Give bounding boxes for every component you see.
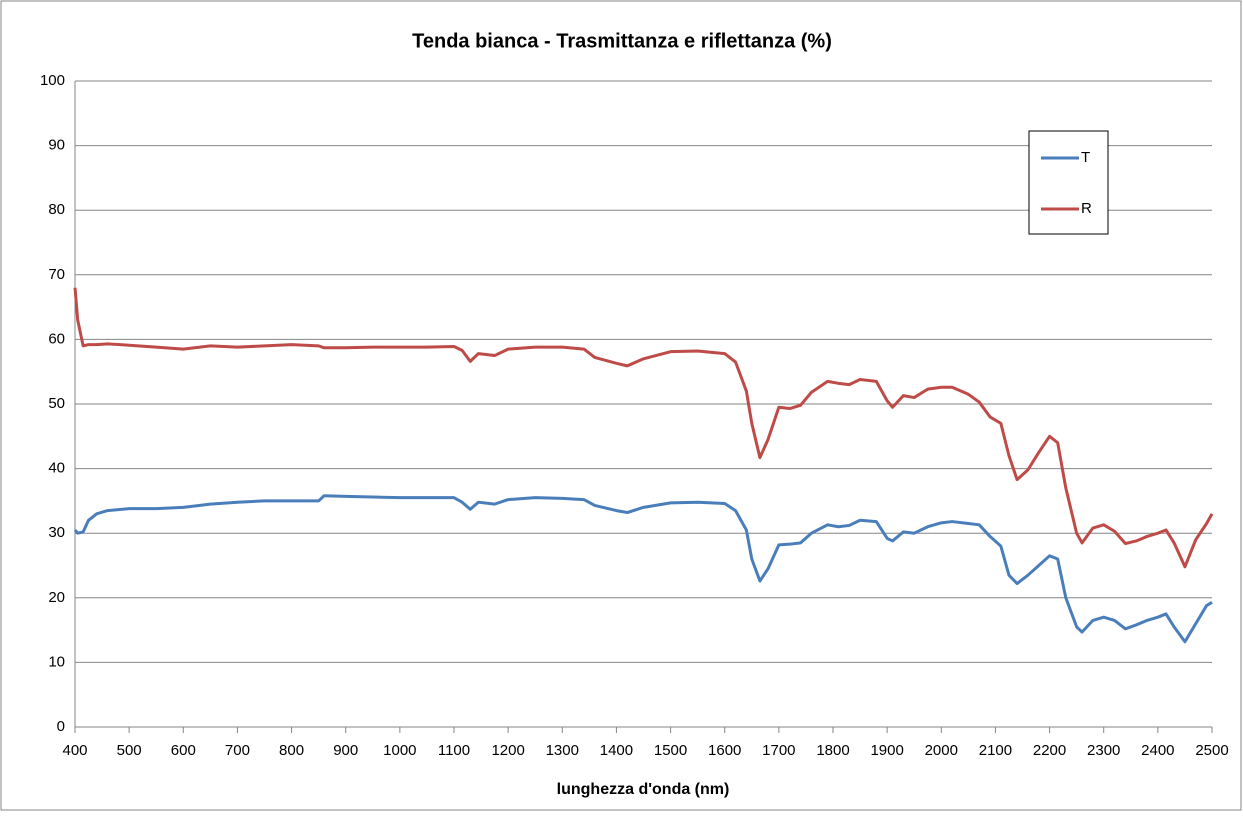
line-series (73, 494, 1213, 644)
x-tick-label: 1500 (654, 742, 687, 759)
x-tick-label: 1000 (383, 742, 416, 759)
y-tick-label: 80 (48, 201, 65, 218)
y-tick-label: 0 (57, 718, 65, 735)
legend-label: R (1081, 200, 1092, 217)
x-tick-label: 2100 (979, 742, 1012, 759)
y-tick-label: 60 (48, 330, 65, 347)
x-tick-label: 700 (225, 742, 250, 759)
x-tick-label: 2300 (1087, 742, 1120, 759)
x-tick-label: 1700 (762, 742, 795, 759)
x-tick-label: 400 (62, 742, 87, 759)
x-tick-label: 1200 (491, 742, 524, 759)
x-tick-label: 600 (171, 742, 196, 759)
x-tick-label: 500 (117, 742, 142, 759)
x-tick-label: 1900 (870, 742, 903, 759)
legend-box (1028, 130, 1109, 235)
legend-label: T (1081, 149, 1090, 166)
y-tick-label: 10 (48, 653, 65, 670)
x-tick-label: 1600 (708, 742, 741, 759)
chart-title: Tenda bianca - Trasmittanza e riflettanz… (412, 30, 832, 52)
x-tick-label: 800 (279, 742, 304, 759)
y-tick-label: 30 (48, 524, 65, 541)
x-tick-label: 1800 (816, 742, 849, 759)
x-tick-label: 2500 (1195, 742, 1228, 759)
x-tick-label: 1100 (438, 742, 470, 759)
x-tick-label: 2000 (925, 742, 958, 759)
y-tick-label: 100 (40, 72, 65, 89)
y-tick-label: 20 (48, 589, 65, 606)
y-tick-label: 40 (48, 460, 65, 477)
y-tick-label: 90 (48, 137, 65, 154)
x-tick-label: 2200 (1033, 742, 1066, 759)
line-series (73, 287, 1214, 569)
x-tick-label: 900 (333, 742, 358, 759)
x-tick-label: 1400 (600, 742, 633, 759)
x-tick-label: 1300 (546, 742, 579, 759)
y-tick-label: 50 (48, 395, 65, 412)
x-tick-label: 2400 (1141, 742, 1174, 759)
x-axis-label: lunghezza d'onda (nm) (557, 781, 730, 798)
y-tick-label: 70 (48, 266, 65, 283)
